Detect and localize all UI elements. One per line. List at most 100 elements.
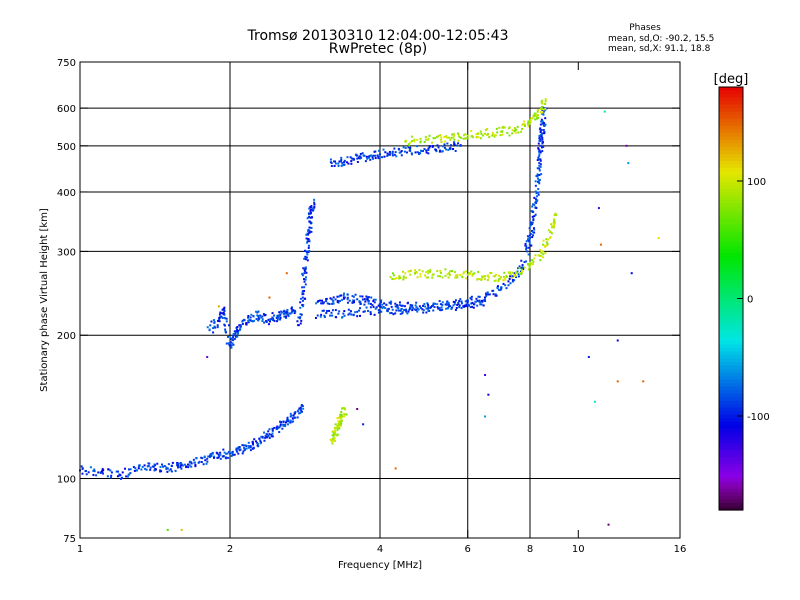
echo-point bbox=[238, 449, 241, 452]
echo-point bbox=[229, 452, 231, 455]
echo-point bbox=[232, 333, 235, 336]
echo-point bbox=[377, 155, 380, 158]
echo-point bbox=[270, 433, 273, 436]
echo-point bbox=[501, 126, 504, 129]
echo-point bbox=[359, 152, 362, 155]
echo-point bbox=[348, 312, 351, 315]
echo-point bbox=[328, 309, 331, 312]
echo-point bbox=[373, 301, 376, 304]
echo-point bbox=[505, 287, 508, 290]
echo-point bbox=[261, 315, 264, 318]
colorbar-segment bbox=[719, 228, 743, 233]
echo-point bbox=[536, 110, 539, 113]
echo-point bbox=[532, 231, 535, 234]
echo-point bbox=[323, 301, 326, 304]
echo-point bbox=[389, 302, 392, 305]
echo-point bbox=[515, 271, 518, 274]
echo-point bbox=[479, 137, 482, 140]
echo-point bbox=[218, 316, 221, 319]
outlier-point bbox=[484, 374, 487, 377]
outlier-point bbox=[268, 296, 271, 299]
echo-point bbox=[265, 320, 268, 323]
echo-point bbox=[377, 311, 380, 314]
echo-point bbox=[498, 277, 501, 280]
echo-point bbox=[541, 142, 544, 145]
echo-point bbox=[399, 277, 402, 280]
echo-point bbox=[532, 115, 535, 118]
y-axis-ticks: 75 100 200 300 400 500 600 750 bbox=[57, 58, 680, 545]
echo-point bbox=[439, 275, 442, 278]
echo-point bbox=[479, 130, 482, 133]
echo-point bbox=[478, 300, 481, 303]
echo-point bbox=[250, 313, 253, 316]
echo-point bbox=[84, 470, 87, 473]
echo-point bbox=[187, 466, 190, 469]
echo-point bbox=[542, 110, 545, 113]
echo-point bbox=[325, 310, 328, 313]
echo-point bbox=[480, 303, 483, 306]
echo-point bbox=[421, 308, 424, 311]
echo-point bbox=[292, 420, 295, 423]
echo-point bbox=[325, 300, 328, 303]
echo-point bbox=[309, 222, 312, 225]
colorbar-segment bbox=[719, 217, 743, 222]
echo-point bbox=[409, 306, 412, 309]
echo-point bbox=[256, 444, 259, 447]
echo-point bbox=[409, 307, 412, 310]
echo-point bbox=[544, 117, 547, 120]
echo-point bbox=[284, 425, 287, 428]
echo-point bbox=[476, 278, 479, 281]
echo-point bbox=[159, 466, 162, 469]
echo-point bbox=[492, 275, 495, 278]
echo-point bbox=[553, 220, 556, 223]
echo-point bbox=[444, 274, 447, 277]
echo-point bbox=[527, 253, 530, 256]
echo-point bbox=[242, 450, 245, 453]
echo-point bbox=[363, 154, 366, 157]
echo-point bbox=[462, 137, 465, 140]
echo-point bbox=[343, 161, 346, 164]
echo-point bbox=[170, 470, 173, 473]
echo-point bbox=[179, 466, 182, 469]
echo-point bbox=[464, 137, 467, 140]
echo-point bbox=[323, 314, 326, 317]
echo-point bbox=[190, 465, 193, 468]
echo-point bbox=[349, 310, 352, 313]
echo-point bbox=[261, 318, 264, 321]
echo-point bbox=[459, 298, 462, 301]
echo-point bbox=[92, 473, 95, 476]
echo-point bbox=[338, 427, 341, 430]
echo-point bbox=[538, 173, 541, 176]
echo-point bbox=[479, 303, 482, 306]
echo-point bbox=[289, 421, 292, 424]
echo-point bbox=[402, 277, 405, 280]
echo-point bbox=[533, 231, 536, 234]
echo-point bbox=[211, 452, 214, 455]
echo-point bbox=[441, 303, 444, 306]
y-tick-label: 200 bbox=[57, 331, 76, 342]
echo-point bbox=[486, 133, 489, 136]
colorbar-segment bbox=[719, 474, 743, 479]
echo-point bbox=[395, 304, 398, 307]
echo-point bbox=[351, 301, 354, 304]
echo-point bbox=[315, 302, 318, 305]
echo-point bbox=[481, 134, 484, 137]
echo-point bbox=[432, 137, 435, 140]
echo-point bbox=[350, 160, 353, 163]
echo-point bbox=[314, 316, 317, 319]
echo-point bbox=[301, 296, 304, 299]
echo-point bbox=[110, 474, 113, 477]
echo-point bbox=[528, 243, 531, 246]
echo-point bbox=[277, 316, 280, 319]
echo-point bbox=[384, 307, 387, 310]
echo-point bbox=[525, 245, 528, 248]
echo-point bbox=[507, 284, 510, 287]
echo-point bbox=[431, 274, 434, 277]
echo-point bbox=[499, 134, 502, 137]
echo-point bbox=[271, 316, 274, 319]
stats-line-x: mean, sd,X: 91.1, 18.8 bbox=[608, 44, 711, 54]
echo-point bbox=[365, 155, 368, 158]
echo-point bbox=[540, 251, 543, 254]
echo-point bbox=[419, 306, 422, 309]
echo-point bbox=[271, 432, 274, 435]
